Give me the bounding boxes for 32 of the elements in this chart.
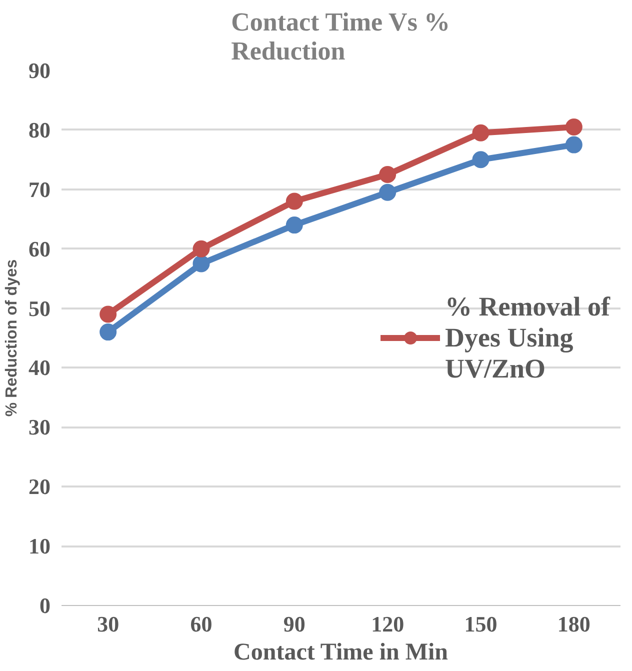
x-tick-label: 90 [283,612,306,636]
point [192,255,210,272]
point [472,124,490,142]
point [565,136,582,154]
chart-title: Contact Time Vs % Reduction [231,8,450,66]
point [379,184,396,201]
point [565,118,582,136]
y-tick-label: 0 [40,593,50,618]
point [100,324,117,341]
point [286,216,303,234]
y-tick-label: 10 [28,534,50,559]
point [379,166,396,184]
x-tick-label: 60 [190,612,212,636]
y-tick-label: 50 [28,296,50,321]
x-tick-label: 180 [557,612,590,636]
y-tick-label: 80 [28,117,50,142]
point [472,151,490,168]
y-axis-title: % Reduction of dyes [4,259,20,417]
point [192,240,210,258]
point [286,192,303,210]
y-tick-label: 20 [28,474,50,500]
x-axis-title: Contact Time in Min [234,640,448,666]
x-tick-label: 150 [464,612,498,636]
y-tick-label: 30 [28,414,50,440]
y-tick-label: 70 [28,176,50,202]
y-tick-label: 60 [28,236,50,262]
x-tick-label: 120 [371,612,404,636]
y-tick-label: 40 [28,355,50,380]
x-tick-label: 30 [97,612,120,636]
legend-label: % Removal of Dyes Using UV/ZnO [445,291,610,384]
point [100,306,117,323]
y-tick-label: 90 [28,58,50,83]
